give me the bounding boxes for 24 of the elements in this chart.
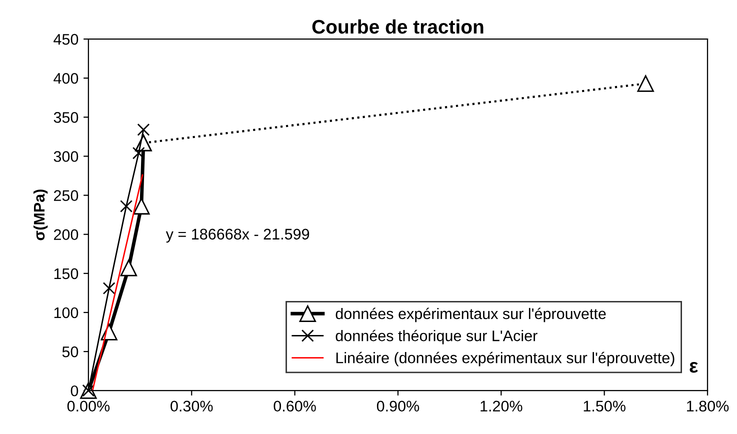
x-tick-label: 0.00% [67, 400, 110, 412]
x-tick-label: 0.60% [274, 400, 316, 412]
x-axis-title: ε [690, 362, 698, 373]
legend-label: données théorique sur L'Acier [336, 330, 538, 344]
y-tick-label: 350 [54, 112, 78, 123]
y-tick-label: 250 [54, 190, 78, 201]
x-tick-label: 0.90% [376, 400, 420, 412]
x-tick-label: 1.20% [480, 400, 522, 412]
annotation: y = 186668x - 21.599 [166, 228, 310, 243]
x-tick-label: 0.30% [170, 400, 213, 412]
chart-title: Courbe de traction [312, 19, 484, 34]
y-tick-label: 450 [54, 34, 78, 45]
x-tick-label: 1.80% [687, 400, 729, 412]
y-tick-label: 400 [54, 72, 78, 84]
y-tick-label: 200 [54, 229, 78, 240]
x-tick-label: 1.50% [584, 400, 626, 412]
y-tick-label: 100 [54, 307, 78, 318]
legend-label: données expérimentaux sur l'éprouvette [336, 308, 606, 322]
y-tick-label: 300 [54, 151, 78, 162]
legend-label: Linéaire (données expérimentaux sur l'éprouvette) [336, 352, 674, 366]
y-axis-title: σ(MPa) [33, 190, 48, 240]
y-tick-label: 0 [70, 385, 78, 396]
y-tick-label: 50 [62, 346, 78, 358]
y-tick-label: 150 [54, 268, 78, 280]
